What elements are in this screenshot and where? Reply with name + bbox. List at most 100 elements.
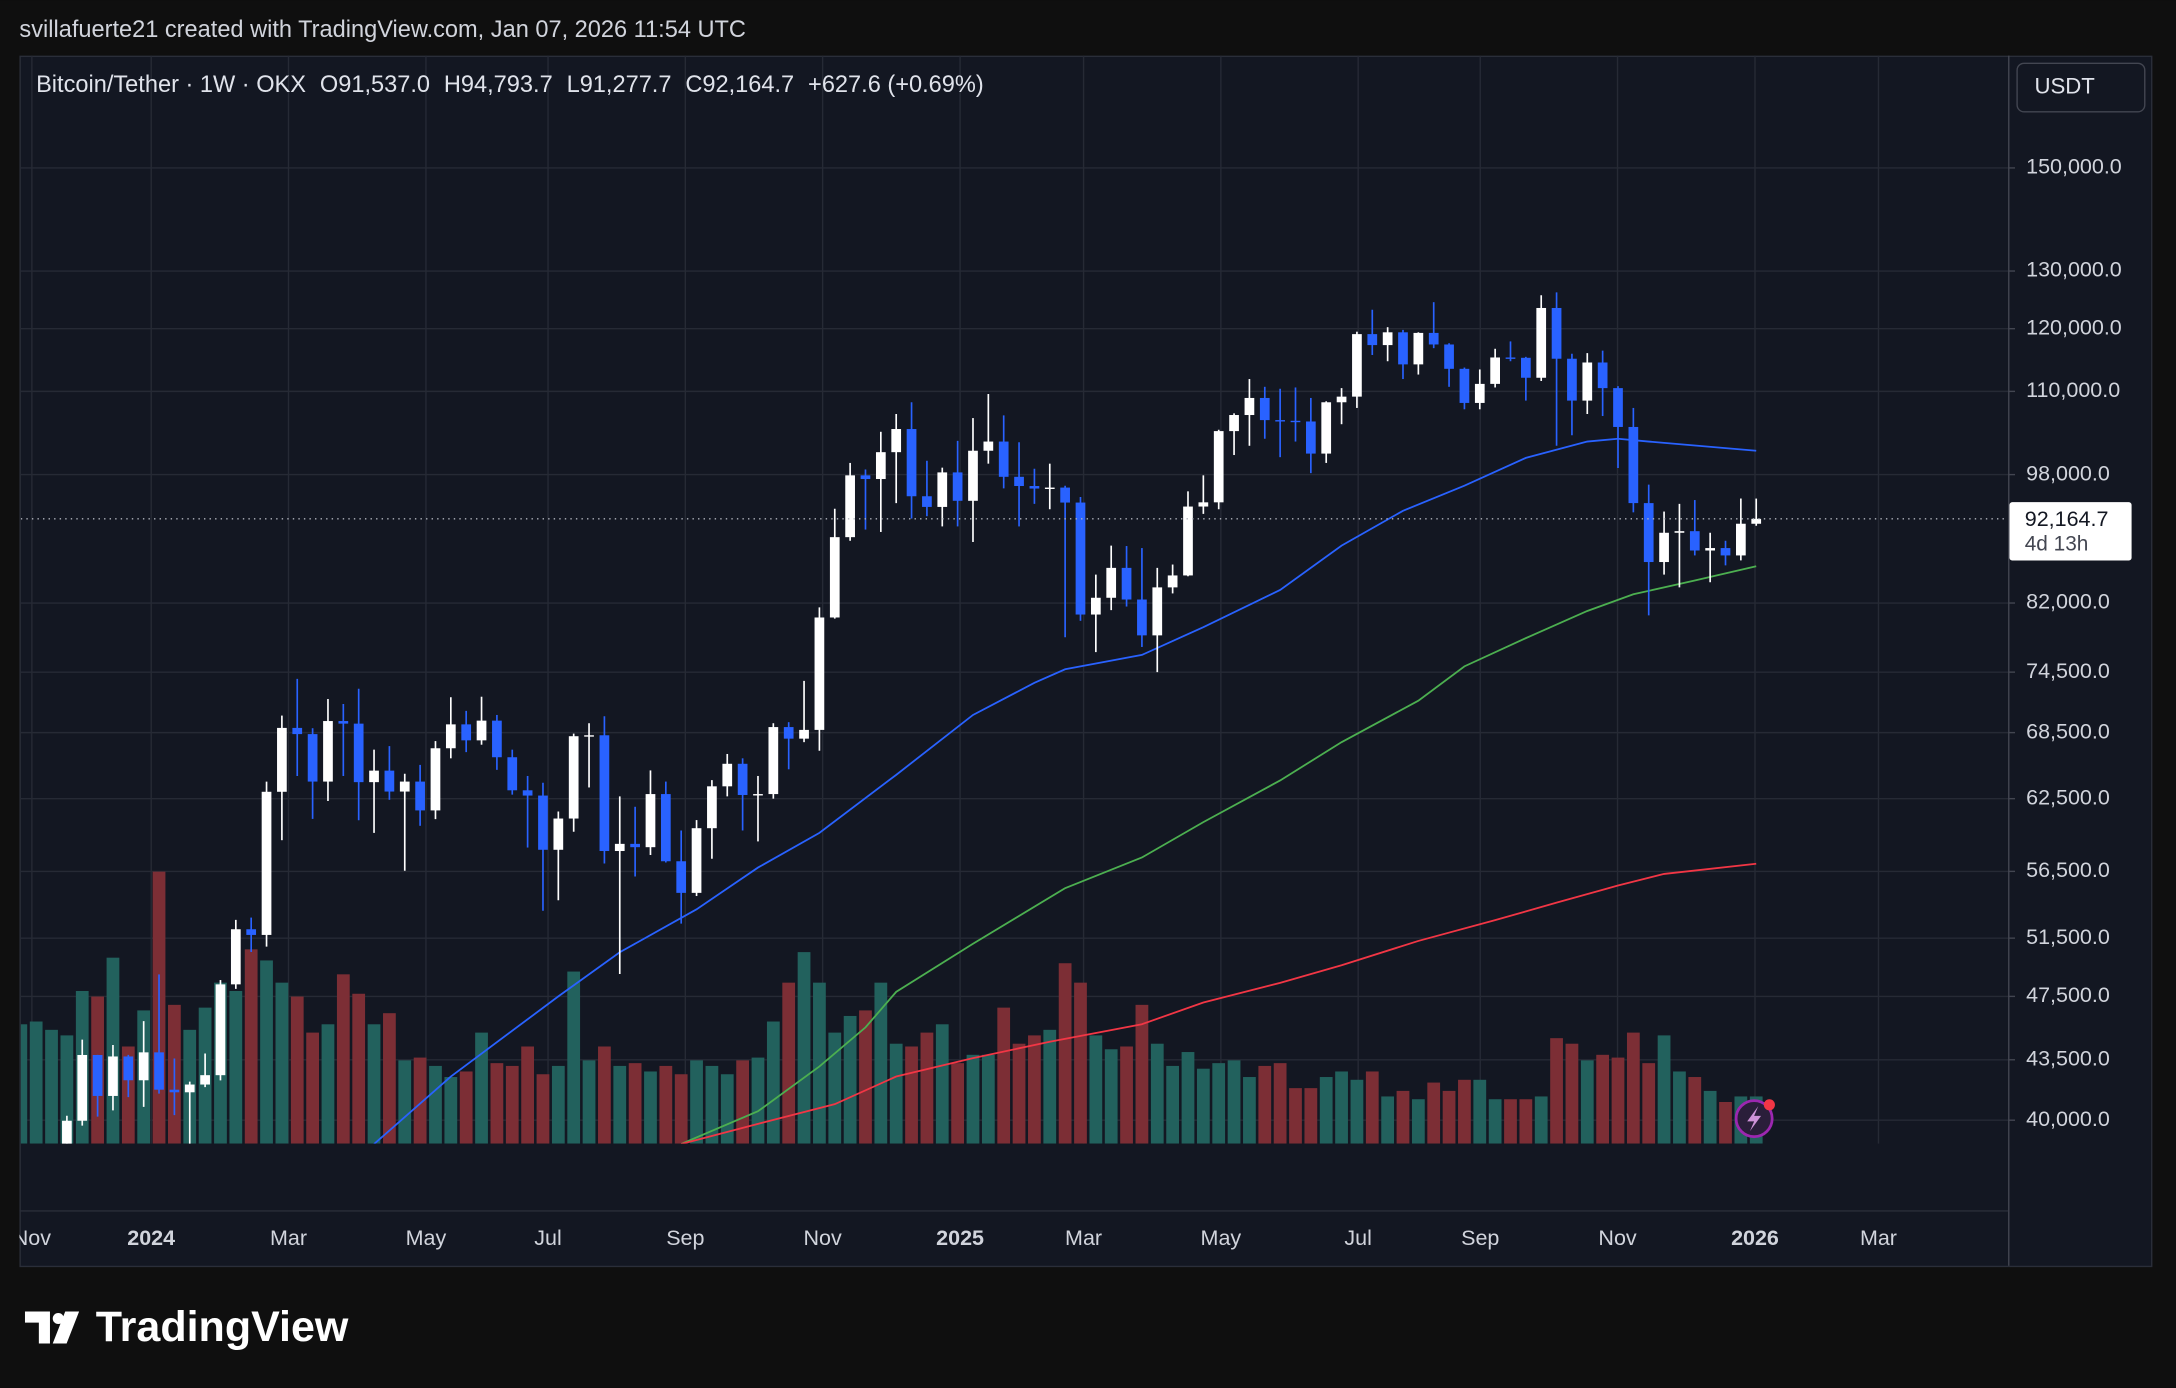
y-tick-label: 51,500.0 xyxy=(2026,925,2110,949)
volume-bar xyxy=(229,990,243,1144)
volume-bar xyxy=(1319,1077,1333,1144)
candle-body xyxy=(1014,476,1024,487)
grid xyxy=(20,55,2009,1144)
candle-body xyxy=(1183,506,1193,576)
candle-body xyxy=(1290,420,1301,423)
time-axis: Nov 2024 Mar May Jul Sep Nov 2025 Mar May Jul Sep No… xyxy=(19,1226,1897,1250)
candle-body xyxy=(215,984,226,1076)
candle-body xyxy=(1259,397,1270,421)
volume-bar xyxy=(828,1032,842,1144)
volume-bar xyxy=(981,1054,995,1144)
volume-bar xyxy=(1258,1065,1272,1144)
y-tick-label: 98,000.0 xyxy=(2026,461,2110,485)
candle-body xyxy=(1582,362,1593,401)
candle-body xyxy=(922,496,932,507)
volume-bar xyxy=(1473,1079,1487,1144)
candle-body xyxy=(968,450,978,501)
volume-bar xyxy=(383,1013,396,1144)
volume-bar xyxy=(1488,1099,1502,1144)
volume-bar xyxy=(551,1065,565,1144)
ohlc-key: C xyxy=(685,71,702,97)
candle-body xyxy=(1213,431,1224,503)
candle-body xyxy=(1474,383,1485,403)
x-tick-label: Sep xyxy=(666,1226,704,1250)
volume-bar xyxy=(290,996,304,1144)
candle-body xyxy=(1689,531,1700,551)
ohlc-value: 91,277.7 xyxy=(580,71,672,97)
candle-body xyxy=(1628,426,1639,504)
candle-body xyxy=(522,790,533,796)
volume-bar xyxy=(1104,1049,1118,1144)
candle-body xyxy=(1152,587,1163,636)
volume-bar xyxy=(1181,1052,1195,1144)
volume-bar xyxy=(536,1074,550,1144)
candle-body xyxy=(323,721,333,782)
candle-body xyxy=(1567,358,1577,401)
candle-body xyxy=(1137,599,1147,636)
volume-bar xyxy=(60,1035,74,1144)
volume-bar xyxy=(1565,1043,1579,1144)
currency-button-frame[interactable] xyxy=(2016,62,2146,113)
candle-body xyxy=(937,472,948,507)
candle-body xyxy=(246,929,257,935)
volume-bar xyxy=(1273,1063,1287,1144)
volume-bar xyxy=(951,1063,965,1144)
alert-dot xyxy=(1763,1099,1775,1111)
volume-bar xyxy=(644,1071,657,1144)
currency-button[interactable]: USDT xyxy=(2016,62,2146,113)
volume-bar xyxy=(321,1024,335,1144)
candle-body xyxy=(952,472,963,501)
candle-body xyxy=(845,475,855,538)
volume-bar xyxy=(505,1065,519,1144)
volume-bar xyxy=(244,949,258,1144)
volume-bar xyxy=(690,1060,703,1144)
volume-bar xyxy=(306,1032,319,1144)
volume-bar xyxy=(751,1057,765,1144)
volume-bar xyxy=(582,1060,596,1144)
currency-label[interactable]: USDT xyxy=(2034,73,2095,98)
volume-bar xyxy=(736,1060,750,1144)
volume-bar xyxy=(859,1010,872,1144)
last-price-box xyxy=(2009,502,2132,561)
candle-body xyxy=(1121,567,1132,600)
candle-body xyxy=(1597,362,1608,389)
volume-bar xyxy=(1657,1035,1671,1144)
volume-bar xyxy=(20,1024,28,1144)
volume-bar xyxy=(966,1054,980,1144)
change: +627.6 (+0.69%) xyxy=(808,71,984,97)
candle-body xyxy=(1198,502,1209,507)
volume-bar xyxy=(1120,1046,1133,1144)
logo-dot xyxy=(52,1312,64,1325)
candle-body xyxy=(614,843,625,852)
volume-bar xyxy=(1074,982,1087,1144)
candle-body xyxy=(138,1052,149,1081)
candle-body xyxy=(1674,531,1685,533)
volume-bar xyxy=(997,1007,1011,1144)
y-tick-label: 120,000.0 xyxy=(2026,315,2122,339)
volume-bar xyxy=(1596,1054,1610,1144)
alert-icon[interactable] xyxy=(1734,1099,1775,1139)
candle-body xyxy=(92,1054,103,1096)
volume-bar xyxy=(1196,1068,1210,1144)
volume-bar xyxy=(1135,1004,1149,1144)
volume-bar xyxy=(1504,1099,1517,1144)
volume-bar xyxy=(352,993,366,1144)
volume-bar xyxy=(1381,1096,1395,1144)
candle-body xyxy=(676,861,687,893)
candle-body xyxy=(292,727,303,735)
volume-bar xyxy=(1043,1029,1057,1144)
ohlc-key: L xyxy=(567,71,580,97)
candle-body xyxy=(983,441,994,451)
candle-body xyxy=(369,770,379,783)
candle-body xyxy=(875,452,886,480)
volume-bar xyxy=(1688,1077,1702,1144)
candle-body xyxy=(430,748,441,811)
volume-bar xyxy=(444,1077,458,1144)
volume-bar xyxy=(398,1060,412,1144)
candle-body xyxy=(1352,334,1362,397)
candle-body xyxy=(123,1056,134,1081)
candle-body xyxy=(768,727,779,795)
candle-body xyxy=(184,1084,195,1093)
x-tick-label: 2025 xyxy=(936,1226,984,1250)
